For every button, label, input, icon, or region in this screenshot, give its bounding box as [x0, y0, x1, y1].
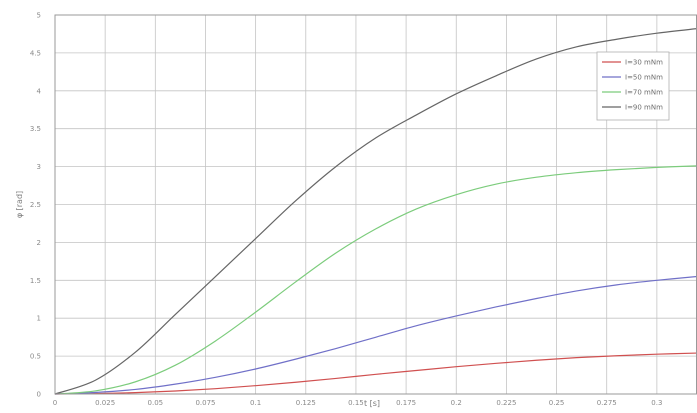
series-line-0 — [54, 352, 697, 395]
x-tick-label-9: 0.225 — [496, 399, 516, 407]
series-layer — [54, 28, 697, 395]
series-line-2 — [54, 165, 697, 395]
x-tick-label-11: 0.275 — [597, 399, 617, 407]
y-tick-label-4: 2 — [37, 239, 41, 247]
x-tick-label-8: 0.2 — [451, 399, 462, 407]
x-tick-label-12: 0.3 — [651, 399, 662, 407]
x-tick-label-2: 0.05 — [148, 399, 164, 407]
legend-label-2: I=70 mNm — [625, 89, 663, 97]
series-line-1 — [54, 275, 697, 395]
y-tick-label-2: 1 — [37, 315, 41, 323]
y-tick-label-1: 0.5 — [30, 353, 41, 361]
x-tick-label-6: 0.15 — [348, 399, 364, 407]
y-tick-label-9: 4.5 — [30, 49, 41, 57]
legend-label-3: I=90 mNm — [625, 104, 663, 112]
legend-label-0: I=30 mNm — [625, 59, 663, 67]
legend-box — [596, 51, 670, 121]
y-tick-label-10: 5 — [37, 12, 41, 20]
x-tick-label-5: 0.125 — [296, 399, 316, 407]
axes-layer: 0 0.025 0.05 0.075 0.1 0.125 0.15 0.175 0.2 0.225… — [15, 12, 697, 408]
legend-layer: I=30 mNm I=50 mNm I=70 mNm I=90 mNm — [596, 51, 670, 121]
x-tick-label-4: 0.1 — [250, 399, 261, 407]
x-tick-label-7: 0.175 — [396, 399, 416, 407]
y-tick-label-8: 4 — [37, 87, 42, 95]
x-tick-label-10: 0.25 — [549, 399, 565, 407]
x-tick-label-1: 0.025 — [95, 399, 115, 407]
x-tick-label-3: 0.075 — [195, 399, 215, 407]
series-line-3 — [54, 28, 697, 395]
y-tick-label-0: 0 — [37, 391, 41, 399]
y-axis-title: φ [rad] — [15, 191, 24, 218]
x-tick-label-0: 0 — [53, 399, 57, 407]
x-axis-title: t [s] — [364, 399, 380, 408]
grid-layer — [54, 14, 697, 395]
legend-label-1: I=50 mNm — [625, 74, 663, 82]
y-tick-label-5: 2.5 — [30, 201, 41, 209]
y-tick-label-3: 1.5 — [30, 277, 41, 285]
y-tick-label-6: 3 — [37, 163, 41, 171]
y-tick-label-7: 3.5 — [30, 125, 41, 133]
